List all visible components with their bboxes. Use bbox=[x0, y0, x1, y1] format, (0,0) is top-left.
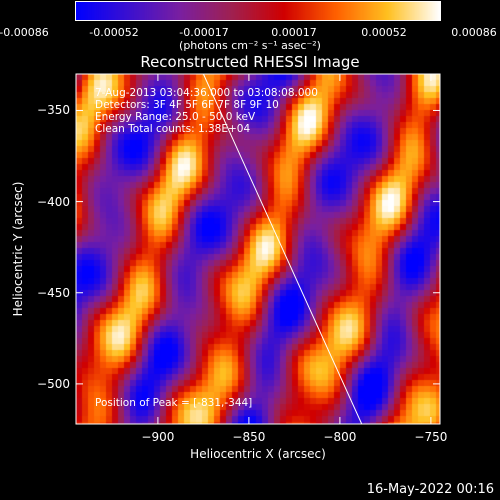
colorbar-tick-labels: -0.00086 -0.00052 -0.00017 0.00017 0.00052 0.… bbox=[0, 0, 500, 40]
plot-frame bbox=[75, 73, 441, 425]
annotation-time: 7-Aug-2013 03:04:36.000 to 03:08:08.000 bbox=[95, 87, 318, 99]
colorbar-tick-label: 0.00086 bbox=[451, 26, 497, 39]
colorbar bbox=[75, 1, 441, 21]
colorbar-unit-label: (photons cm⁻² s⁻¹ asec⁻²) bbox=[179, 39, 321, 52]
x-tick-label: −850 bbox=[232, 430, 266, 444]
y-tick-label: −350 bbox=[37, 103, 70, 118]
colorbar-tick-label: 0.00052 bbox=[361, 26, 407, 39]
annotation-detectors: Detectors: 3F 4F 5F 6F 7F 8F 9F 10 bbox=[95, 99, 279, 111]
colorbar-tick-label: -0.00052 bbox=[89, 26, 139, 39]
annotation-peak: Position of Peak = [-831,-344] bbox=[95, 397, 253, 409]
y-tick-label: −400 bbox=[37, 194, 70, 209]
x-tick-label: −750 bbox=[414, 430, 448, 444]
colorbar-tick-label: 0.00017 bbox=[271, 26, 317, 39]
chart-title: Reconstructed RHESSI Image bbox=[140, 53, 360, 71]
y-tick-label: −450 bbox=[37, 285, 70, 300]
x-axis-label: Heliocentric X (arcsec) bbox=[190, 447, 326, 461]
footer-date: 16-May-2022 00:16 bbox=[366, 482, 494, 497]
x-tick-label: −800 bbox=[323, 430, 357, 444]
heatmap-image bbox=[76, 74, 440, 424]
annotation-energy: Energy Range: 25.0 - 50.0 keV bbox=[95, 111, 256, 123]
annotation-counts: Clean Total counts: 1.38E+04 bbox=[95, 123, 251, 135]
y-axis-label: Heliocentric Y (arcsec) bbox=[11, 181, 25, 317]
solar-limb-line bbox=[202, 73, 363, 425]
colorbar-tick-label: -0.00086 bbox=[0, 26, 49, 39]
y-tick-label: −500 bbox=[37, 376, 70, 391]
colorbar-tick-label: -0.00017 bbox=[179, 26, 229, 39]
x-tick-label: −900 bbox=[141, 430, 175, 444]
